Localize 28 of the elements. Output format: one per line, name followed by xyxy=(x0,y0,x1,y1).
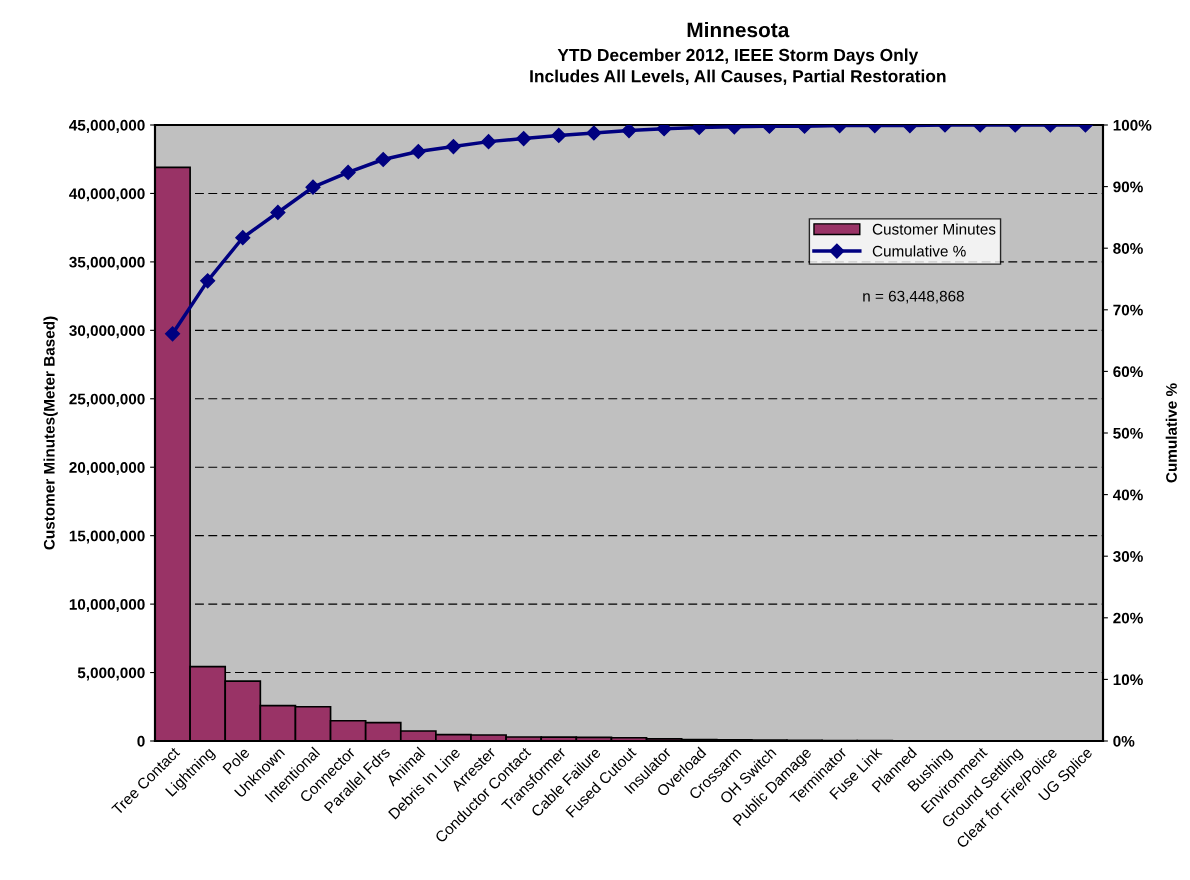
y2-tick-label: 50% xyxy=(1113,427,1143,439)
chart-subtitle: YTD December 2012, IEEE Storm Days Only Includes All Levels, All Causes, Partial Restoration xyxy=(530,48,946,85)
y2-tick-label: 80% xyxy=(1113,243,1143,254)
y-tick-label: 15,000,000 xyxy=(69,530,145,544)
y2-tick-label: 60% xyxy=(1113,366,1143,378)
y2-tick-label: 10% xyxy=(1113,674,1143,686)
y-tick-label: 30,000,000 xyxy=(69,325,145,339)
y-tick-label: 40,000,000 xyxy=(69,188,145,202)
legend-label: Customer Minutes xyxy=(872,223,996,235)
y2-tick-label: 100% xyxy=(1113,119,1152,131)
y2-tick-label: 90% xyxy=(1113,181,1143,193)
y-tick-label: 10,000,000 xyxy=(69,598,145,613)
y-tick-label: 0 xyxy=(137,735,145,747)
y2-axis-title: Cumulative % xyxy=(1165,383,1177,483)
y2-tick-label: 20% xyxy=(1113,612,1143,624)
y-tick-label: 20,000,000 xyxy=(69,462,145,476)
y-tick-label: 5,000,000 xyxy=(77,667,145,681)
y-axis-title: Customer Minutes(Meter Based) xyxy=(43,316,58,550)
y2-tick-label: 70% xyxy=(1113,304,1143,316)
y-tick-label: 35,000,000 xyxy=(69,256,145,270)
y2-tick-label: 40% xyxy=(1112,489,1143,501)
y2-tick-label: 0% xyxy=(1113,735,1135,747)
y-tick-label: 45,000,000 xyxy=(69,119,145,133)
y2-tick-label: 30% xyxy=(1113,551,1143,562)
y-tick-label: 25,000,000 xyxy=(69,393,145,407)
chart-title: Minnesota xyxy=(687,22,790,38)
legend-label: Cumulative % xyxy=(872,245,966,257)
annotation: n = 63,448,868 xyxy=(863,290,964,304)
